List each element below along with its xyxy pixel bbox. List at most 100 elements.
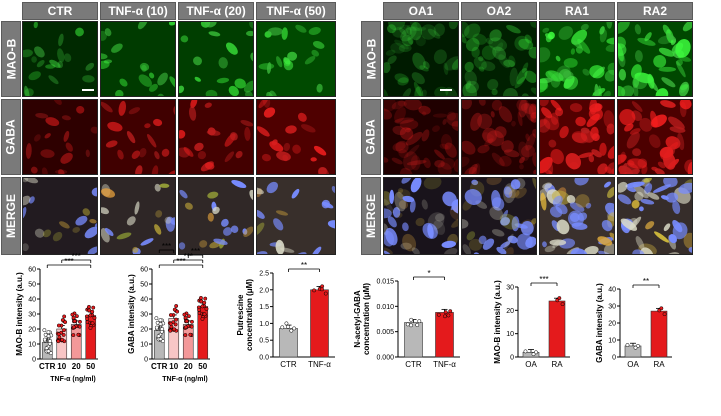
nacetylgaba-data-point — [443, 314, 447, 319]
gaba_left-data-point — [168, 321, 173, 326]
gaba_left-data-point — [156, 337, 161, 342]
maob_left-data-point — [56, 339, 61, 344]
gaba_left-data-point — [197, 298, 202, 303]
maob_left-category-label: CTR — [39, 362, 56, 371]
right-image-gaba-1 — [383, 99, 459, 175]
maob_right-data-point — [560, 302, 565, 307]
maob_left-data-point — [46, 330, 51, 335]
gaba_left-data-point — [200, 316, 205, 321]
gaba_left-y-tick-label: 20 — [140, 327, 148, 334]
maob_left-data-point — [46, 349, 51, 354]
gaba_left-data-point — [200, 311, 205, 316]
putrescine-category-label: TNF-α — [308, 360, 331, 369]
maob_left-data-point — [91, 305, 96, 310]
maob_left-category-label: 10 — [57, 362, 66, 371]
left-row-label-merge: MERGE — [1, 177, 21, 255]
maob_left-data-point — [62, 328, 67, 333]
maob_right-data-point — [555, 298, 560, 303]
gaba_left-bar — [168, 318, 180, 360]
nacetylgaba-y-tick-label: 0.005 — [376, 329, 394, 336]
gaba_left-data-point — [188, 324, 193, 329]
maob_left-data-point — [48, 330, 52, 335]
left-col-header-tnf50: TNF-α (50) — [256, 2, 336, 20]
gaba_right-y-tick-label: 20 — [608, 321, 616, 328]
left-image-gaba-2 — [100, 99, 176, 175]
gaba_left-data-point — [155, 320, 160, 325]
putrescine-sig-label: ** — [301, 261, 307, 270]
gaba_left-bar — [153, 330, 165, 360]
gaba_left-data-point — [185, 319, 190, 323]
gaba_left-data-point — [183, 333, 188, 338]
right-col-header-ra2: RA2 — [617, 2, 693, 20]
gaba_left-bar — [182, 324, 194, 360]
gaba_left-data-point — [183, 315, 188, 320]
right-image-merge-1 — [383, 177, 459, 255]
gaba_left-data-point — [197, 311, 202, 316]
gaba_left-data-point — [182, 312, 187, 317]
left-image-gaba-4 — [256, 99, 336, 175]
gaba_right-y-tick-label: 10 — [608, 338, 616, 345]
maob_left-data-point — [74, 314, 79, 319]
gaba_left-data-point — [186, 314, 191, 319]
gaba_left-data-point — [158, 323, 163, 328]
right-image-maob-3 — [539, 21, 615, 97]
putrescine-data-point — [292, 326, 297, 331]
left-image-merge-4 — [256, 177, 336, 255]
right-row-label-maob: MAO-B — [361, 21, 381, 97]
gaba_left-data-point — [172, 307, 177, 312]
putrescine-y-tick-label: 1.0 — [259, 321, 269, 328]
putrescine-category-label: CTR — [280, 360, 297, 369]
maob_left-data-point — [71, 333, 76, 338]
gaba_left-data-point — [160, 327, 165, 331]
left-image-merge-1 — [22, 177, 98, 255]
gaba_left-data-point — [184, 311, 189, 316]
maob_left-data-point — [71, 326, 76, 330]
gaba_left-data-point — [201, 315, 205, 320]
gaba_right-y-tick-label: 0 — [612, 355, 616, 362]
gaba_left-data-point — [175, 309, 180, 314]
maob_left-data-point — [59, 338, 64, 343]
gaba_left-bar — [197, 306, 209, 360]
gaba_left-category-label: 50 — [198, 362, 207, 371]
maob_left-data-point — [85, 307, 90, 312]
maob_left-data-point — [61, 332, 66, 337]
right-image-maob-1 — [383, 21, 459, 97]
maob_left-bar — [56, 328, 68, 360]
gaba_left-data-point — [169, 324, 174, 329]
right-scale-bar — [440, 89, 452, 91]
maob_left-data-point — [57, 335, 62, 340]
maob_left-y-tick-label: 60 — [28, 267, 36, 274]
maob_left-y-tick-label: 30 — [28, 312, 36, 319]
left-image-gaba-3 — [178, 99, 254, 175]
gaba_left-data-point — [200, 304, 205, 309]
maob_left-bar — [70, 324, 82, 360]
right-image-merge-3 — [539, 177, 615, 255]
gaba_right-data-point — [657, 308, 662, 313]
maob_left-data-point — [87, 308, 92, 313]
maob_left-data-point — [76, 324, 81, 329]
maob_left-x-label: TNF-α (ng/ml) — [50, 376, 96, 383]
left-image-maob-4 — [256, 21, 336, 97]
maob_left-data-point — [59, 323, 64, 328]
maob_left-data-point — [55, 338, 60, 343]
maob_left-data-point — [60, 337, 65, 342]
putrescine-y-tick-label: 1.5 — [259, 304, 269, 311]
maob_left-data-point — [73, 319, 78, 323]
maob_right-category-label: RA — [551, 360, 563, 369]
gaba_left-data-point — [155, 326, 160, 331]
gaba_right-data-point — [659, 306, 664, 311]
maob_left-data-point — [90, 309, 95, 314]
nacetylgaba-data-point — [405, 322, 410, 327]
maob_left-data-point — [90, 321, 95, 326]
gaba_left-data-point — [167, 328, 172, 333]
maob_right-sig-label: *** — [539, 275, 548, 284]
maob_left-data-point — [56, 332, 61, 337]
maob_left-data-point — [71, 315, 76, 320]
maob_left-data-point — [72, 319, 77, 324]
maob_left-data-point — [89, 324, 93, 329]
gaba_left-data-point — [199, 299, 204, 304]
gaba_right-bar — [650, 310, 668, 358]
putrescine-bar — [310, 289, 329, 358]
gaba_left-y-tick-label: 30 — [140, 312, 148, 319]
maob_left-data-point — [90, 312, 95, 317]
